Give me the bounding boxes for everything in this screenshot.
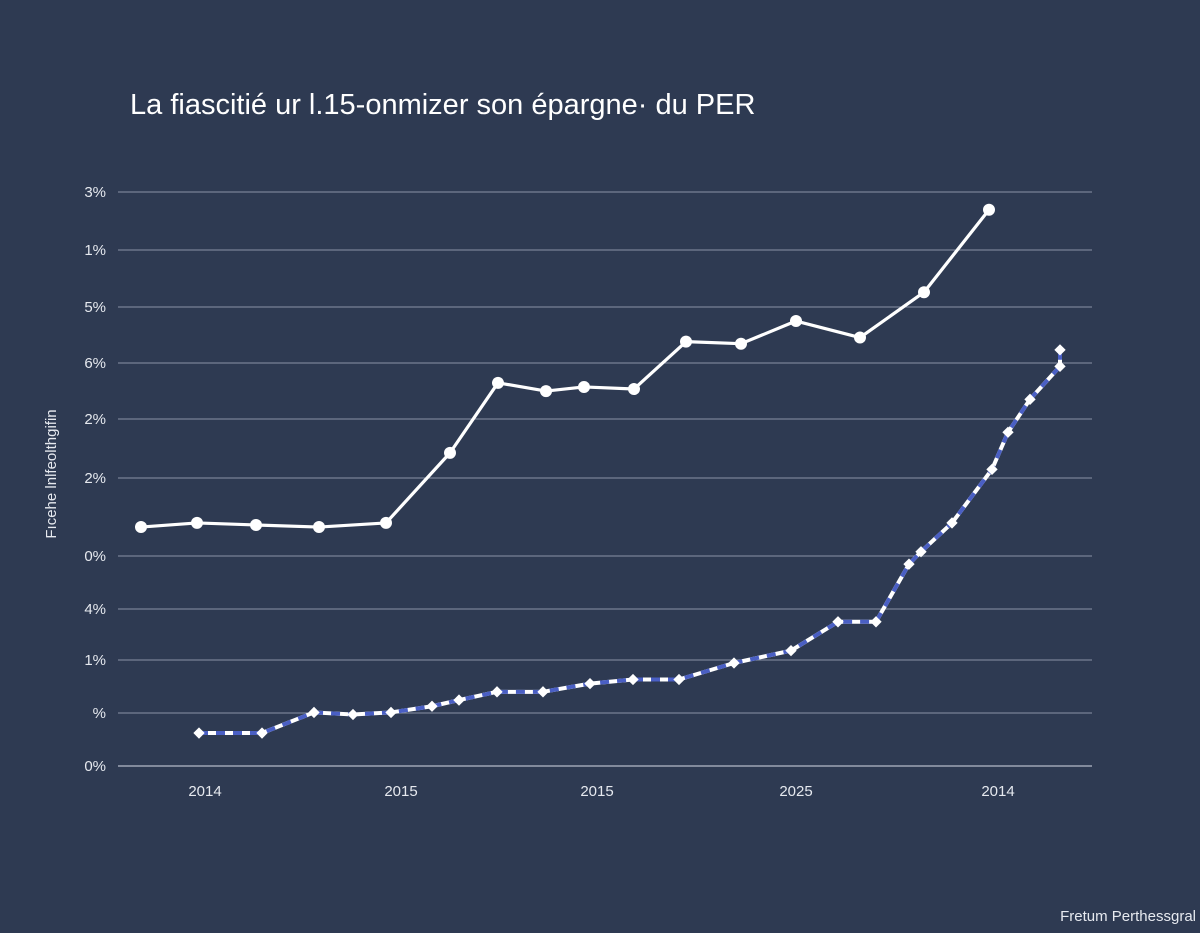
y-tick-label: 0% [84,758,106,775]
x-axis-ticks: 2014 2015 2015 2025 2014 [188,783,1014,800]
y-tick-label: % [93,705,106,722]
data-point-dashed [1054,344,1066,356]
data-point-dashed [426,700,438,712]
data-point-solid [790,315,802,328]
data-point-solid [250,518,262,531]
x-tick-label: 2025 [779,783,812,800]
data-point-dashed [193,727,205,739]
x-tick-label: 2014 [188,783,221,800]
data-point-solid [983,203,995,216]
y-tick-label: 0% [84,548,106,565]
y-tick-label: 5% [84,299,106,316]
series-line-dashed-base [199,349,1062,736]
data-point-dashed [491,686,503,698]
data-point-dashed [785,644,797,657]
y-tick-label: 2% [84,470,106,487]
data-point-dashed [537,686,549,698]
y-tick-label: 2% [84,411,106,428]
data-point-solid [680,335,692,348]
data-point-solid [628,383,640,396]
data-point-dashed [870,616,882,628]
data-point-dashed [946,517,958,529]
y-tick-label: 4% [84,601,106,618]
data-point-solid [735,337,747,350]
data-point-solid [313,521,325,534]
x-tick-label: 2015 [580,783,613,800]
data-point-dashed [1002,426,1014,438]
y-tick-label: 1% [84,652,106,669]
data-point-solid [191,516,203,529]
y-tick-label: 6% [84,355,106,372]
gridlines [118,191,1092,767]
data-point-dashed [1054,360,1066,373]
data-point-solid [135,521,147,534]
data-point-dashed [1024,393,1036,405]
y-tick-label: 3% [84,184,106,201]
data-point-dashed [347,708,359,721]
data-point-solid [380,516,392,529]
data-point-dashed [453,694,465,706]
data-point-dashed [584,677,596,690]
data-point-solid [918,286,930,299]
data-point-dashed [385,706,397,719]
series-line-solid [140,208,991,529]
y-axis-label: Fıcehe lnlfeolthgifin [43,409,60,538]
y-tick-label: 1% [84,242,106,259]
data-point-solid [854,331,866,344]
x-tick-label: 2015 [384,783,417,800]
data-point-solid [540,385,552,398]
source-credit: Fretum Perthessgral [1060,908,1196,925]
data-point-solid [578,380,590,393]
chart-title: La fiascitié ur l.15-onmizer son épargne… [130,89,755,121]
data-point-dashed [308,706,320,719]
data-point-dashed [256,727,268,739]
data-point-dashed [986,463,998,476]
data-point-dashed [728,657,740,669]
data-point-dashed [903,558,915,570]
data-point-dashed [832,616,844,628]
data-point-dashed [673,673,685,686]
series-layer [135,203,1066,739]
data-point-solid [492,376,504,389]
series-line-dashed [199,349,1062,736]
y-axis-ticks: 3% 1% 5% 6% 2% 2% 0% 4% 1%% 0% [84,184,106,775]
data-point-dashed [627,673,639,686]
data-point-dashed [915,546,927,558]
data-point-solid [444,446,456,459]
x-tick-label: 2014 [981,783,1014,800]
